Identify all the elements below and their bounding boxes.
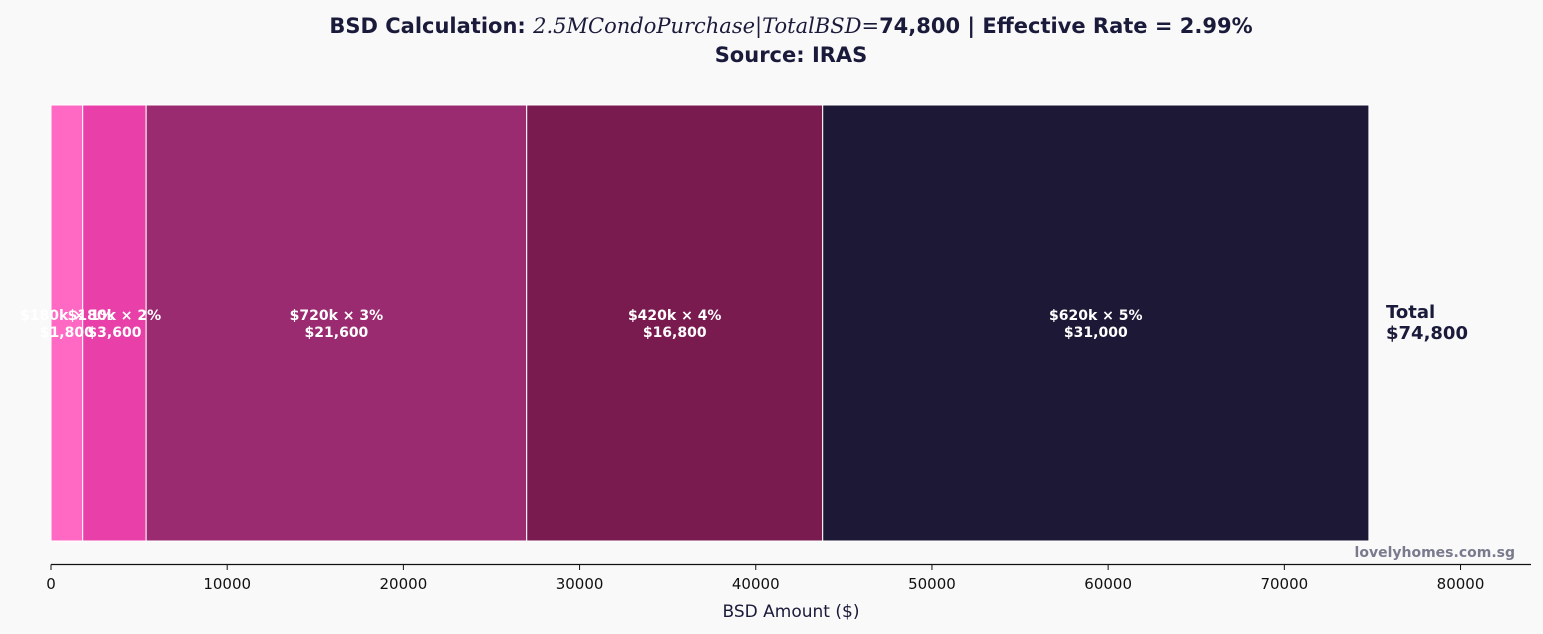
bar-segments: [50, 104, 1370, 542]
segment-label-4-line2: $16,800: [643, 325, 707, 341]
x-tick-label-4: 30000: [556, 575, 604, 593]
segment-label-2-line1: $180k × 2%: [68, 308, 162, 324]
bar-segment-1: [50, 104, 84, 542]
segment-label-3-line1: $720k × 3%: [290, 308, 384, 324]
x-tick-label-9: 80000: [1437, 575, 1485, 593]
segment-label-5-line1: $620k × 5%: [1049, 308, 1143, 324]
segment-label-2: $180k × 2% $3,600: [68, 308, 162, 341]
x-tick-label-7: 60000: [1084, 575, 1132, 593]
segment-label-1-line1: $180k × 1%: [20, 308, 114, 324]
x-axis-ticks: 0 10000 20000 30000 40000 50000 60000 70000 8000…: [46, 564, 1485, 593]
total-label-line2: $74,800: [1386, 323, 1468, 344]
x-tick-label-1: 0: [46, 575, 56, 593]
segment-label-3: $720k × 3% $21,600: [290, 308, 384, 341]
segment-label-4: $420k × 4% $16,800: [628, 308, 722, 341]
title-prefix: BSD Calculation:: [329, 14, 533, 38]
x-tick-label-2: 10000: [203, 575, 251, 593]
title-suffix: 74,800 | Effective Rate = 2.99%: [879, 14, 1253, 39]
x-tick-label-8: 70000: [1260, 575, 1308, 593]
segment-label-2-line2: $3,600: [87, 325, 141, 341]
chart-title-line1: BSD Calculation: 2.5MCondoPurchase|Total…: [329, 14, 1252, 39]
title-math: 2.5MCondoPurchase|TotalBSD=: [532, 14, 879, 39]
bar-segment-5: [822, 104, 1370, 542]
segment-label-5: $620k × 5% $31,000: [1049, 308, 1143, 341]
bar-segment-4: [526, 104, 824, 542]
x-tick-label-6: 50000: [908, 575, 956, 593]
segment-label-5-line2: $31,000: [1064, 325, 1128, 341]
segment-label-1: $180k × 1% $1,800: [20, 308, 114, 341]
x-axis-label: BSD Amount ($): [723, 602, 860, 622]
segment-label-3-line2: $21,600: [305, 325, 369, 341]
x-tick-label-3: 20000: [380, 575, 428, 593]
segment-label-1-line2: $1,800: [40, 325, 94, 341]
x-tick-label-5: 40000: [732, 575, 780, 593]
chart-title-line2: Source: IRAS: [715, 43, 868, 67]
bar-segment-2: [82, 104, 147, 542]
total-label-line1: Total: [1386, 302, 1435, 323]
bar-segment-3: [145, 104, 528, 542]
segment-label-4-line1: $420k × 4%: [628, 308, 722, 324]
total-label: Total $74,800: [1386, 302, 1468, 344]
watermark: lovelyhomes.com.sg: [1355, 545, 1515, 561]
segment-labels: $180k × 1% $1,800$180k × 2% $3,600 $720k × …: [20, 308, 1142, 341]
